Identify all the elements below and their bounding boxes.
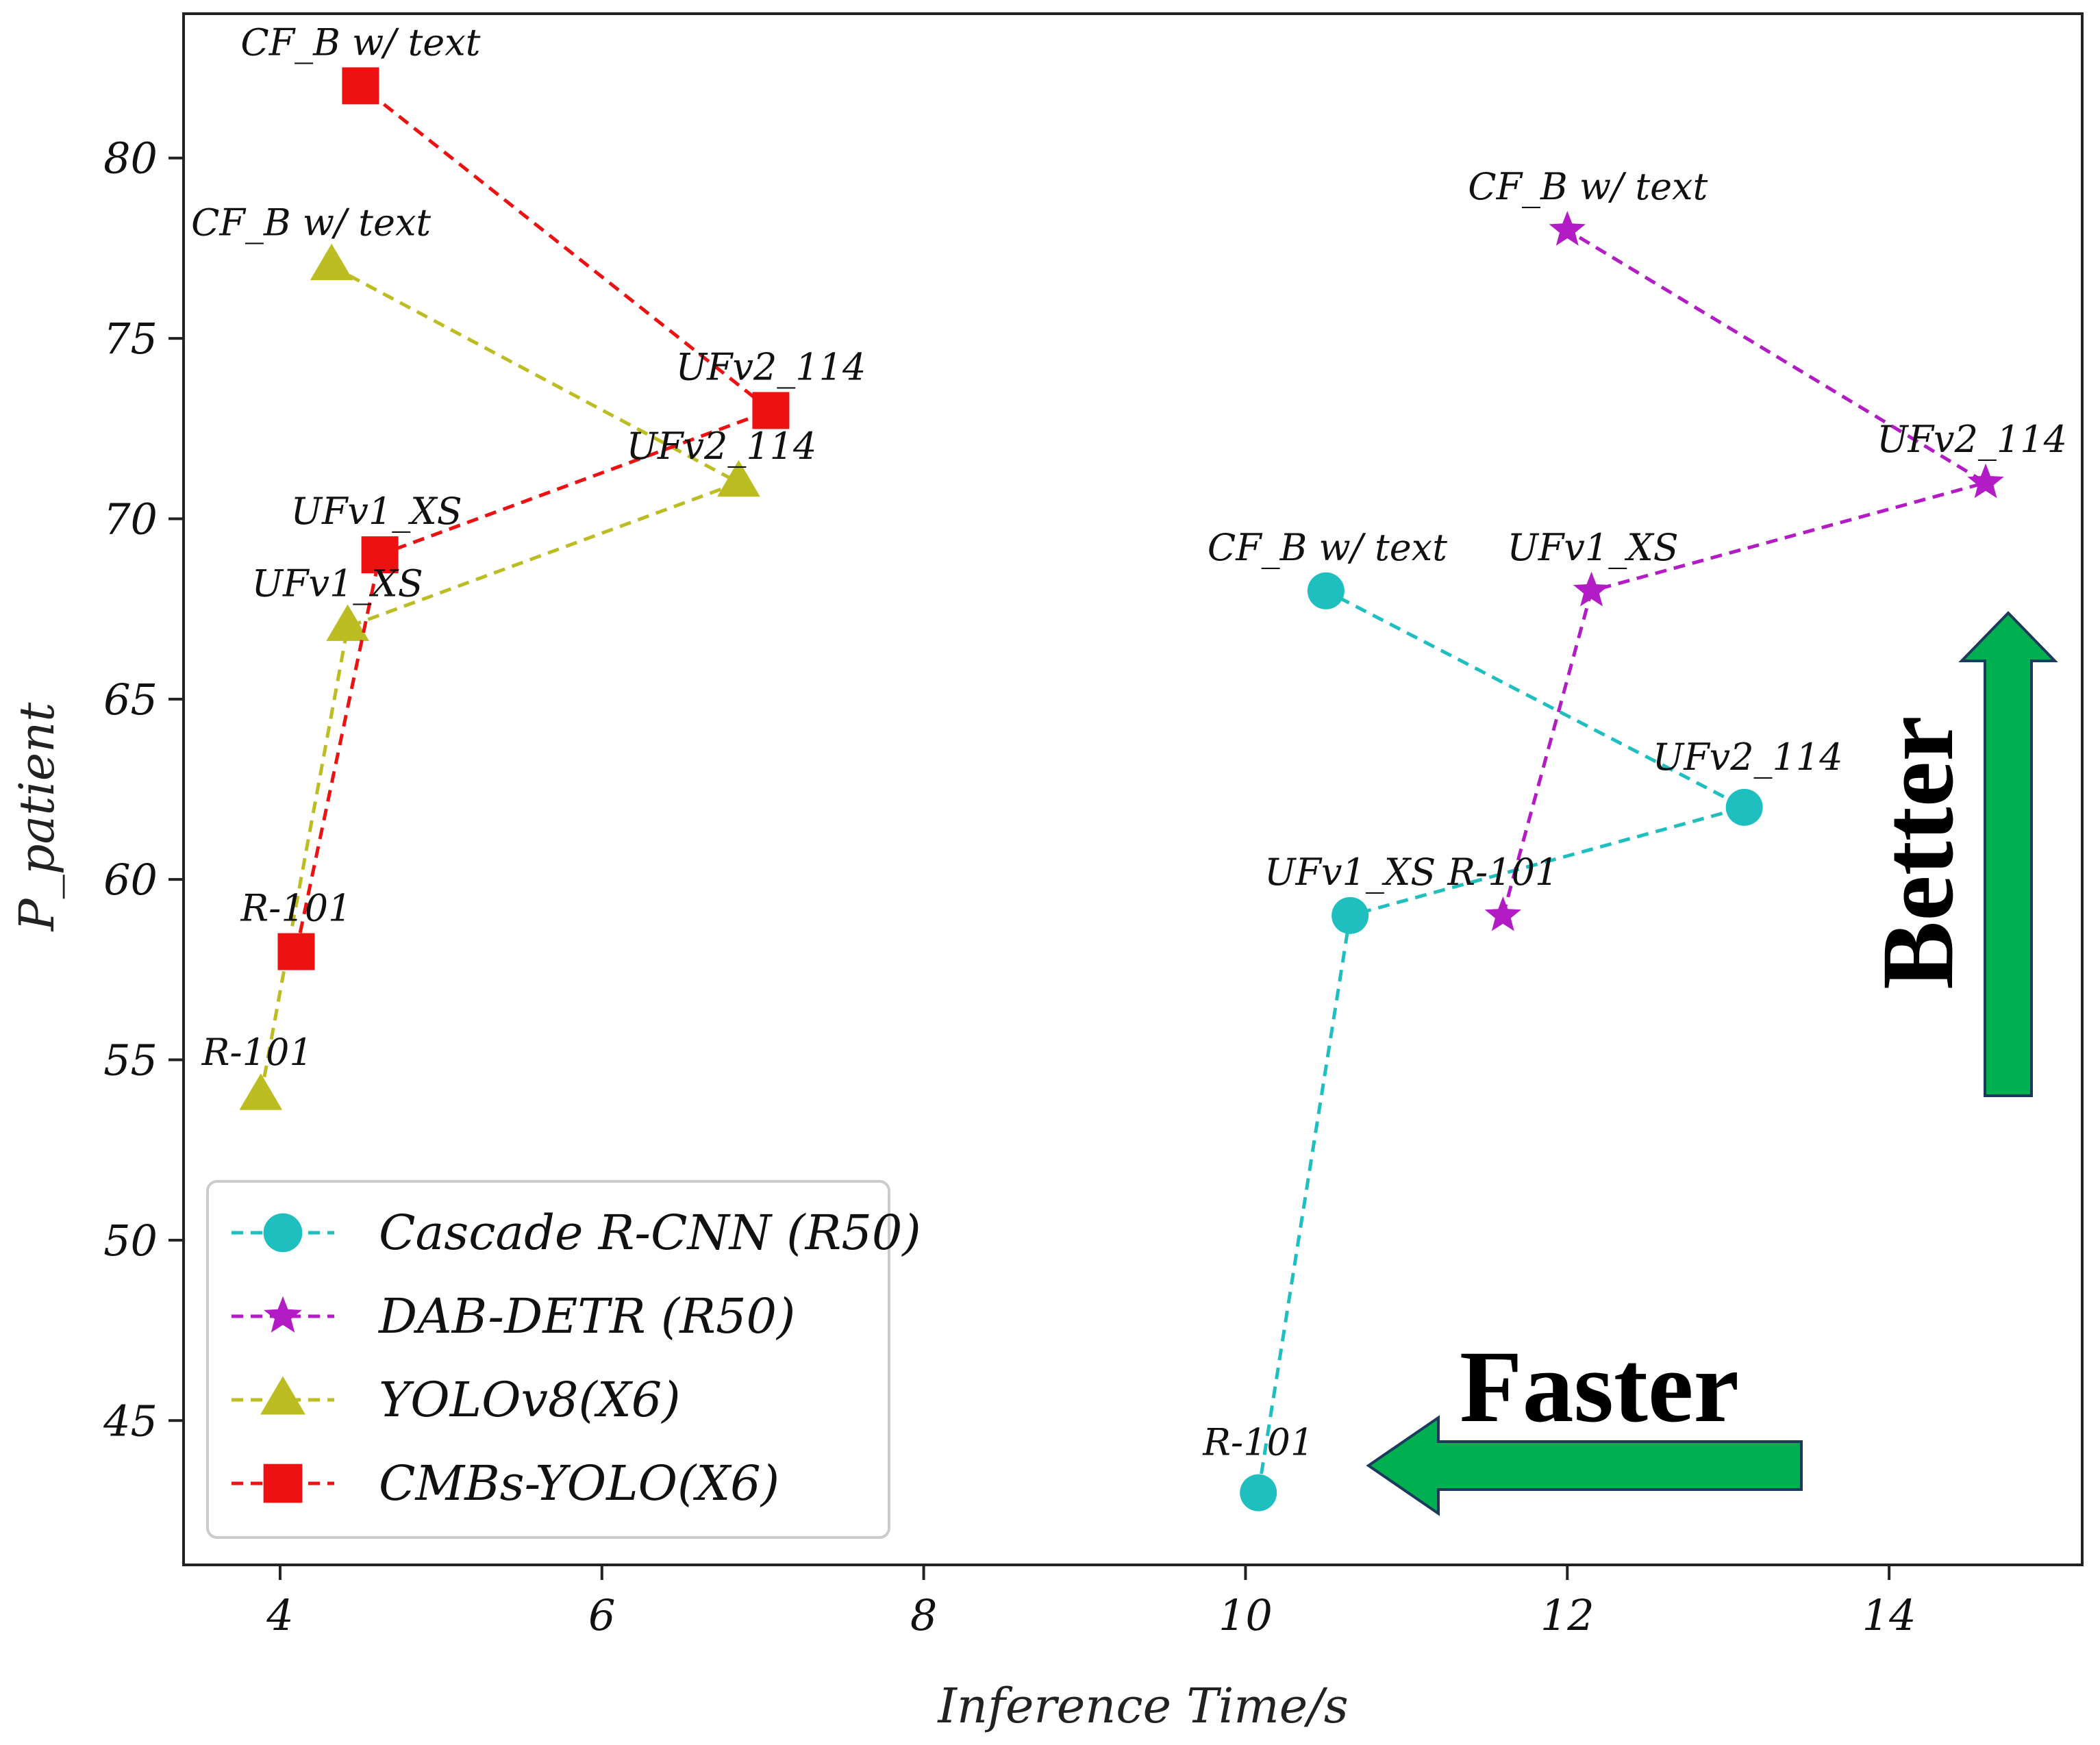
legend-label: DAB-DETR (R50) [377,1288,795,1344]
x-tick-label: 8 [910,1590,937,1640]
point-label: UFv2_114 [626,425,816,468]
point-label: R-101 [1202,1421,1314,1464]
legend-marker [263,1464,303,1503]
data-point [342,67,379,105]
data-point [310,243,353,281]
callouts: Faster Better [1366,611,2058,1516]
data-point [1967,463,2004,499]
data-point [326,604,369,641]
y-tick-label: 70 [103,494,158,544]
data-point [239,1073,283,1110]
point-label: UFv1_XS [290,490,462,533]
y-tick-label: 75 [103,314,158,364]
legend-label: CMBs-YOLO(X6) [379,1455,779,1511]
legend-marker [264,1296,302,1333]
point-label: CF_B w/ text [1208,526,1447,569]
plot-series [239,67,2004,1511]
x-tick-label: 4 [266,1590,293,1640]
point-label: UFv1_XS [1507,526,1678,569]
point-label: CF_B w/ text [191,201,431,244]
faster-label: Faster [1460,1330,1739,1444]
data-point [277,933,315,970]
faster-arrow [1366,1415,1803,1516]
point-label: CF_B w/ text [1468,165,1708,208]
better-arrow [1958,611,2058,1097]
axes: 4 6 8 10 12 14 45 50 55 60 65 70 75 80 Inference Time/… [9,12,2084,1734]
point-label: R-101 [201,1031,313,1074]
y-tick-label: 50 [103,1216,158,1266]
legend-label: Cascade R-CNN (R50) [379,1205,921,1261]
series-line-2 [259,264,743,1096]
y-tick-label: 45 [103,1396,158,1446]
legend-label: YOLOv8(X6) [379,1372,681,1428]
y-tick-label: 60 [103,855,158,905]
data-point [1240,1474,1277,1511]
legend-box [206,1180,890,1539]
y-axis-label: P_patient [9,702,65,933]
legend-marker [263,1213,303,1253]
x-tick-label: 10 [1218,1590,1273,1640]
data-point [717,460,760,497]
data-point [1725,788,1763,826]
point-label: UFv2_114 [675,345,866,388]
x-axis-label: Inference Time/s [936,1678,1348,1734]
legend: Cascade R-CNN (R50) DAB-DETR (R50) YOLOv8(… [206,1180,921,1539]
y-tick-label: 55 [103,1035,158,1085]
y-tick-label: 65 [103,675,158,725]
series-line-3 [294,84,775,953]
point-label: R-101 [240,887,351,930]
data-point [361,536,399,574]
better-label: Better [1861,716,1975,990]
series-line-0 [1256,589,1749,1494]
data-point [1332,896,1369,934]
point-label: UFv1_XS [251,562,423,605]
point-label: R-101 [1447,851,1558,894]
point-label: CF_B w/ text [240,21,480,64]
legend-marker [260,1376,305,1415]
y-tick-label: 80 [103,134,158,184]
data-point [1573,571,1610,607]
point-label: UFv2_114 [1653,736,1843,779]
series-line-1 [1501,228,1990,916]
point-label: UFv2_114 [1877,418,2067,461]
data-point [1549,211,1586,246]
plot-frame [182,12,2084,1566]
x-tick-label: 6 [588,1590,615,1640]
data-point [1484,896,1521,931]
x-tick-label: 14 [1862,1590,1916,1640]
point-label: UFv1_XS [1264,851,1436,894]
data-point [1307,572,1345,610]
point-labels: R-101 UFv1_XS UFv2_114 CF_B w/ text R-101 UFv… [191,21,2067,1464]
x-tick-label: 12 [1540,1590,1595,1640]
data-point [752,392,790,429]
